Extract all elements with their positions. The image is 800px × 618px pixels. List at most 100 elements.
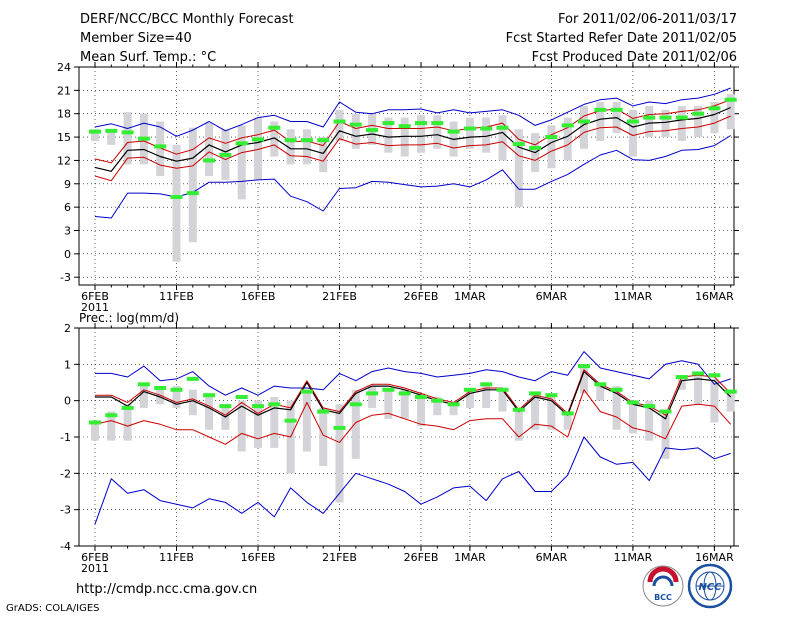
box-day-31 [596, 102, 605, 141]
marker-day-7 [203, 393, 216, 398]
marker-day-37 [692, 111, 705, 116]
box-day-35 [661, 109, 670, 138]
marker-day-0 [89, 129, 101, 134]
forecast-started-date: Fcst Started Refer Date 2011/02/05 [505, 31, 737, 46]
box-day-30 [580, 367, 588, 394]
marker-day-33 [626, 119, 639, 124]
marker-day-34 [643, 404, 656, 409]
marker-day-23 [463, 387, 476, 392]
box-day-27 [531, 393, 540, 430]
x-tick-label: 11FEB [159, 290, 194, 303]
x-tick-label: 26FEB [404, 290, 439, 303]
marker-day-6 [186, 191, 199, 196]
x-tick-label: 26FEB [404, 551, 439, 564]
member-size: Member Size=40 [80, 31, 192, 46]
box-day-12 [286, 129, 295, 165]
box-day-24 [482, 117, 491, 153]
precipitation-title: Prec.: log(mm/d) [79, 311, 179, 325]
box-day-5 [172, 386, 181, 408]
x-tick-label: 11FEB [159, 551, 194, 564]
marker-day-14 [317, 138, 330, 143]
marker-day-18 [382, 121, 395, 126]
box-day-10 [254, 117, 262, 180]
marker-day-36 [675, 375, 688, 380]
marker-day-30 [578, 364, 590, 369]
marker-day-6 [186, 376, 199, 381]
box-day-18 [384, 387, 393, 419]
marker-day-32 [610, 107, 623, 112]
box-day-24 [482, 384, 491, 408]
source-url[interactable]: http://cmdp.ncc.cma.gov.cn [76, 582, 258, 597]
y-tick-label: 6 [64, 201, 71, 214]
box-day-13 [302, 393, 311, 452]
box-day-7 [205, 123, 214, 176]
x-tick-label: 1MAR [454, 290, 486, 303]
x-tick-label: 11MAR [614, 290, 653, 303]
marker-day-28 [545, 135, 558, 140]
marker-day-16 [349, 122, 362, 127]
box-day-2 [123, 112, 132, 165]
box-day-36 [677, 105, 686, 141]
marker-day-4 [154, 144, 167, 149]
marker-day-5 [170, 195, 183, 200]
box-day-6 [188, 127, 197, 243]
box-day-39 [726, 94, 735, 130]
y-tick-label: -4 [60, 540, 71, 553]
marker-day-4 [154, 385, 167, 390]
marker-day-9 [235, 141, 248, 146]
box-day-0 [91, 129, 99, 141]
box-day-11 [270, 121, 279, 157]
marker-day-10 [252, 137, 264, 142]
marker-day-29 [561, 123, 574, 128]
ncc-logo: NCC [687, 563, 733, 609]
marker-day-20 [415, 395, 427, 400]
box-day-26 [514, 129, 523, 208]
box-day-38 [710, 102, 719, 134]
marker-day-17 [366, 391, 379, 396]
marker-day-13 [300, 138, 313, 143]
box-day-34 [645, 400, 654, 441]
marker-day-18 [382, 387, 395, 392]
box-day-26 [514, 411, 523, 441]
grads-credit: GrADS: COLA/IGES [6, 603, 100, 614]
marker-day-34 [643, 115, 656, 120]
series-ensemble-mean-line [94, 106, 731, 172]
box-day-22 [449, 402, 458, 416]
x-tick-label: 6MAR [536, 551, 568, 564]
marker-day-3 [137, 136, 150, 141]
marker-day-10 [252, 404, 264, 409]
box-day-29 [563, 117, 572, 161]
marker-day-22 [447, 402, 460, 407]
box-day-37 [694, 105, 703, 138]
marker-day-3 [137, 382, 150, 387]
marker-day-21 [431, 398, 444, 403]
box-day-35 [661, 415, 670, 459]
marker-day-29 [561, 411, 574, 416]
box-day-5 [172, 144, 181, 262]
box-day-21 [433, 115, 442, 149]
variable-label: Mean Surf. Temp.: °C [80, 50, 217, 65]
marker-day-22 [447, 129, 460, 134]
box-day-2 [123, 404, 132, 441]
y-tick-label: 12 [57, 154, 71, 167]
marker-day-35 [659, 409, 672, 414]
marker-day-15 [333, 119, 346, 124]
box-day-19 [400, 117, 409, 157]
y-tick-label: 0 [64, 395, 71, 408]
series-min-line [94, 436, 731, 525]
marker-day-35 [659, 115, 672, 120]
y-tick-label: 3 [64, 225, 71, 238]
y-tick-label: -1 [60, 431, 71, 444]
marker-day-13 [300, 389, 313, 394]
marker-day-25 [496, 387, 509, 392]
marker-day-38 [708, 106, 721, 111]
box-day-14 [319, 407, 328, 467]
marker-day-37 [692, 371, 705, 376]
marker-day-15 [333, 425, 346, 430]
marker-day-21 [431, 121, 444, 126]
y-tick-label: 2 [64, 322, 71, 335]
marker-day-11 [268, 402, 281, 407]
marker-day-11 [268, 125, 281, 130]
series-ensemble-mean-line [95, 371, 732, 420]
